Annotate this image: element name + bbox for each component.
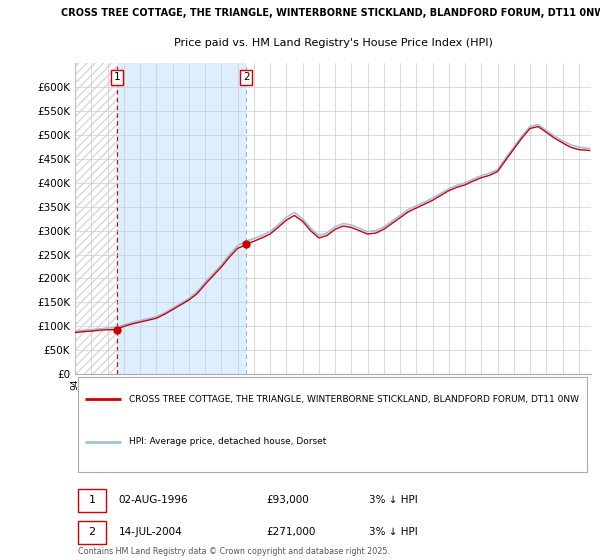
Text: 1: 1 (89, 496, 95, 506)
Text: CROSS TREE COTTAGE, THE TRIANGLE, WINTERBORNE STICKLAND, BLANDFORD FORUM, DT11 0: CROSS TREE COTTAGE, THE TRIANGLE, WINTER… (61, 8, 600, 18)
Text: 2: 2 (243, 72, 250, 82)
Text: 3% ↓ HPI: 3% ↓ HPI (369, 528, 418, 538)
Text: £93,000: £93,000 (266, 496, 308, 506)
Bar (117, 63, 246, 374)
Text: Price paid vs. HM Land Registry's House Price Index (HPI): Price paid vs. HM Land Registry's House … (173, 39, 493, 48)
Text: CROSS TREE COTTAGE, THE TRIANGLE, WINTERBORNE STICKLAND, BLANDFORD FORUM, DT11 0: CROSS TREE COTTAGE, THE TRIANGLE, WINTER… (129, 395, 579, 404)
Text: 2: 2 (88, 528, 95, 538)
Text: 1: 1 (113, 72, 120, 82)
Text: 02-AUG-1996: 02-AUG-1996 (119, 496, 188, 506)
Text: 14-JUL-2004: 14-JUL-2004 (119, 528, 182, 538)
FancyBboxPatch shape (77, 521, 106, 544)
Text: 3% ↓ HPI: 3% ↓ HPI (369, 496, 418, 506)
FancyBboxPatch shape (77, 489, 106, 512)
Text: Contains HM Land Registry data © Crown copyright and database right 2025.: Contains HM Land Registry data © Crown c… (77, 547, 389, 556)
Text: £271,000: £271,000 (266, 528, 315, 538)
FancyBboxPatch shape (77, 377, 587, 473)
Text: HPI: Average price, detached house, Dorset: HPI: Average price, detached house, Dors… (129, 437, 326, 446)
